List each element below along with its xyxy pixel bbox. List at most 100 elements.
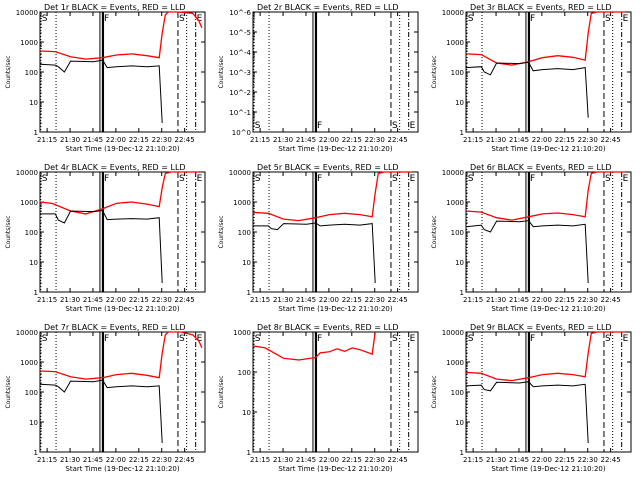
x-tick-label: 22:00	[319, 136, 339, 144]
x-tick-label: 21:15	[250, 136, 270, 144]
marker-label: S	[255, 121, 261, 131]
marker-label: E	[197, 174, 203, 184]
x-axis-label: Start Time (19-Dec-12 21:10:20)	[65, 465, 179, 473]
x-tick-label: 21:30	[273, 456, 293, 464]
marker-label: E	[410, 174, 416, 184]
x-axis-label: Start Time (19-Dec-12 21:10:20)	[491, 465, 605, 473]
series-lld-line	[39, 331, 203, 380]
y-axis-label: Counts/sec	[218, 215, 225, 248]
x-tick-label: 22:00	[532, 296, 552, 304]
x-tick-label: 21:15	[463, 296, 483, 304]
marker-label: E	[623, 174, 629, 184]
x-tick-label: 21:15	[463, 136, 483, 144]
x-axis-label: Start Time (19-Dec-12 21:10:20)	[491, 145, 605, 153]
x-axis-label: Start Time (19-Dec-12 21:10:20)	[278, 145, 392, 153]
marker-label: E	[197, 14, 203, 24]
marker-label: S	[42, 334, 48, 344]
y-tick-label: 10^-5	[229, 29, 251, 37]
marker-label: F	[104, 14, 109, 24]
plot-frame	[252, 331, 419, 453]
y-tick-label: 100	[238, 369, 251, 377]
series-lld-line	[39, 11, 203, 60]
x-tick-label: 22:30	[578, 136, 598, 144]
x-axis-label: Start Time (19-Dec-12 21:10:20)	[65, 305, 179, 313]
x-tick-label: 22:15	[555, 136, 575, 144]
marker-label: S	[468, 14, 474, 24]
x-tick-label: 21:30	[60, 456, 80, 464]
x-tick-label: 22:00	[319, 296, 339, 304]
x-tick-label: 22:45	[175, 136, 195, 144]
x-tick-label: 21:45	[509, 136, 529, 144]
chart-panel-9: Det 9r BLACK = Events, RED = LLD Counts/s…	[431, 323, 632, 473]
y-tick-label: 1000	[233, 199, 251, 207]
x-tick-label: 21:30	[486, 136, 506, 144]
x-tick-label: 21:30	[60, 136, 80, 144]
y-tick-label: 1000	[446, 39, 464, 47]
y-axis-label: Counts/sec	[431, 375, 438, 408]
x-tick-label: 22:30	[152, 456, 172, 464]
chart-title: Det 5r BLACK = Events, RED = LLD	[257, 163, 399, 172]
chart-panel-3: Det 3r BLACK = Events, RED = LLD Counts/s…	[431, 3, 632, 153]
y-axis-label: Counts/sec	[5, 375, 12, 408]
x-axis-label: Start Time (19-Dec-12 21:10:20)	[65, 145, 179, 153]
y-tick-label: 100	[451, 69, 464, 77]
x-tick-label: 22:15	[129, 296, 149, 304]
y-tick-label: 10	[242, 409, 251, 417]
series-events-line	[465, 61, 589, 118]
y-tick-label: 100	[25, 229, 38, 237]
y-tick-label: 1	[34, 289, 38, 297]
x-axis-label: Start Time (19-Dec-12 21:10:20)	[491, 305, 605, 313]
marker-label: F	[530, 14, 535, 24]
x-tick-label: 21:30	[273, 296, 293, 304]
chart-title: Det 7r BLACK = Events, RED = LLD	[44, 323, 186, 332]
y-tick-label: 1000	[20, 359, 38, 367]
y-tick-label: 10	[455, 259, 464, 267]
x-tick-label: 21:45	[83, 296, 103, 304]
y-tick-label: 100	[451, 389, 464, 397]
x-tick-label: 22:45	[175, 296, 195, 304]
chart-panel-1: Det 1r BLACK = Events, RED = LLD Counts/s…	[5, 3, 206, 153]
y-tick-label: 10^-1	[229, 109, 251, 117]
series-events-line	[253, 222, 376, 284]
marker-label: E	[410, 334, 416, 344]
y-tick-label: 10000	[16, 169, 38, 177]
x-tick-label: 21:30	[273, 136, 293, 144]
y-tick-label: 10	[455, 419, 464, 427]
chart-panel-6: Det 6r BLACK = Events, RED = LLD Counts/s…	[431, 163, 632, 313]
x-tick-label: 22:45	[601, 296, 621, 304]
x-tick-label: 22:45	[388, 136, 408, 144]
y-tick-label: 10^-4	[229, 49, 251, 57]
marker-label: S	[42, 14, 48, 24]
y-tick-label: 10	[242, 259, 251, 267]
series-events-line	[39, 379, 163, 444]
marker-label: S	[392, 121, 398, 131]
x-tick-label: 22:45	[388, 456, 408, 464]
y-tick-label: 10^-2	[229, 89, 251, 97]
y-tick-label: 1000	[233, 329, 251, 337]
y-tick-label: 10000	[442, 9, 464, 17]
chart-title: Det 2r BLACK = Events, RED = LLD	[257, 3, 399, 12]
x-tick-label: 21:45	[509, 456, 529, 464]
marker-label: E	[197, 334, 203, 344]
y-tick-label: 10	[455, 99, 464, 107]
y-axis-label: Counts/sec	[5, 55, 12, 88]
y-tick-label: 1	[34, 449, 38, 457]
y-axis-label: Counts/sec	[218, 55, 225, 88]
x-axis-label: Start Time (19-Dec-12 21:10:20)	[278, 305, 392, 313]
x-tick-label: 21:15	[250, 296, 270, 304]
x-tick-label: 22:00	[106, 296, 126, 304]
y-tick-label: 10^-6	[229, 9, 251, 17]
x-tick-label: 22:30	[365, 296, 385, 304]
y-tick-label: 10	[29, 419, 38, 427]
x-tick-label: 22:15	[555, 456, 575, 464]
chart-panel-5: Det 5r BLACK = Events, RED = LLD Counts/s…	[218, 163, 419, 313]
chart-panel-4: Det 4r BLACK = Events, RED = LLD Counts/s…	[5, 163, 206, 313]
series-events-line	[465, 220, 589, 284]
x-tick-label: 22:00	[106, 456, 126, 464]
x-tick-label: 22:30	[365, 456, 385, 464]
chart-title: Det 3r BLACK = Events, RED = LLD	[470, 3, 612, 12]
x-tick-label: 22:00	[319, 456, 339, 464]
series-lld-line	[465, 171, 625, 221]
chart-title: Det 8r BLACK = Events, RED = LLD	[257, 323, 399, 332]
